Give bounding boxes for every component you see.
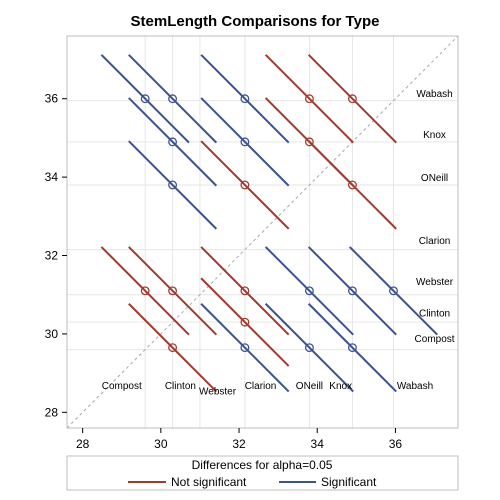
comparison-point <box>304 343 314 353</box>
y-level-label: Clarion <box>419 236 451 247</box>
comparison-segment-not-significant <box>100 246 190 336</box>
comparison-point <box>140 286 150 296</box>
comparison-point <box>240 343 250 353</box>
comparison-point <box>347 180 357 190</box>
comparison-point <box>347 286 357 296</box>
comparison-segment-not-significant <box>200 246 290 336</box>
y-tick-label: 36 <box>45 92 59 106</box>
comparison-point <box>240 94 250 104</box>
comparison-point <box>304 286 314 296</box>
comparison-point <box>168 180 178 190</box>
comparison-segment-significant <box>200 97 290 187</box>
comparison-segment-significant <box>307 303 397 393</box>
comparison-segment-not-significant <box>307 54 397 144</box>
comparison-point <box>304 137 314 147</box>
comparison-segment-significant <box>348 246 438 336</box>
x-tick-label: 34 <box>311 437 325 451</box>
comparison-segment-significant <box>264 246 354 336</box>
y-level-label: Wabash <box>416 89 452 100</box>
comparison-point <box>140 94 150 104</box>
legend-title: Differences for alpha=0.05 <box>192 458 333 472</box>
x-tick-label: 28 <box>76 437 90 451</box>
y-level-label: Clinton <box>419 308 450 319</box>
legend-label-significant: Significant <box>321 475 377 489</box>
x-level-label: Compost <box>102 381 142 392</box>
y-tick-label: 34 <box>45 170 59 184</box>
comparison-point <box>347 343 357 353</box>
x-tick-label: 36 <box>389 437 403 451</box>
x-tick-label: 30 <box>154 437 168 451</box>
comparison-point <box>168 94 178 104</box>
comparison-segment-significant <box>128 140 218 230</box>
y-level-label: Knox <box>423 130 446 141</box>
x-level-label: Clinton <box>165 381 196 392</box>
comparison-point <box>347 94 357 104</box>
comparison-point <box>168 137 178 147</box>
comparison-segment-not-significant <box>200 140 290 230</box>
comparison-segment-not-significant <box>128 246 218 336</box>
y-tick-label: 30 <box>45 327 59 341</box>
comparison-segment-significant <box>128 97 218 187</box>
y-level-label: Compost <box>415 334 455 345</box>
comparison-point <box>240 286 250 296</box>
y-level-label: ONeill <box>421 173 448 184</box>
comparison-segment-significant <box>200 54 290 144</box>
y-level-label: Webster <box>416 277 454 288</box>
x-level-label: Webster <box>199 387 237 398</box>
x-level-label: ONeill <box>296 381 323 392</box>
x-tick-label: 32 <box>232 437 246 451</box>
x-level-label: Wabash <box>397 381 433 392</box>
y-tick-label: 28 <box>45 405 59 419</box>
comparison-segment-significant <box>128 54 218 144</box>
comparison-segment-significant <box>264 303 354 393</box>
x-level-label: Knox <box>329 381 352 392</box>
y-tick-label: 32 <box>45 249 59 263</box>
comparison-point <box>389 286 398 296</box>
legend: Differences for alpha=0.05 Not significa… <box>66 455 459 491</box>
comparison-segment-not-significant <box>307 140 397 230</box>
x-level-label: Clarion <box>245 381 277 392</box>
comparison-point <box>168 343 178 353</box>
plot-frame <box>66 35 459 429</box>
comparison-point <box>240 180 250 190</box>
comparison-segment-significant <box>100 54 190 144</box>
comparison-point <box>240 317 250 327</box>
comparison-segment-not-significant <box>264 54 354 144</box>
comparison-segment-not-significant <box>128 303 218 393</box>
comparison-point <box>240 137 250 147</box>
diagonal-reference-line <box>66 35 459 429</box>
comparison-segment-significant <box>200 303 290 393</box>
chart-title: StemLength Comparisons for Type <box>131 13 380 30</box>
legend-label-not-significant: Not significant <box>171 475 247 489</box>
comparison-segment-not-significant <box>200 277 290 367</box>
comparison-point <box>168 286 178 296</box>
legend-frame <box>66 455 459 491</box>
comparison-point <box>304 94 314 104</box>
comparison-segment-significant <box>307 246 397 336</box>
